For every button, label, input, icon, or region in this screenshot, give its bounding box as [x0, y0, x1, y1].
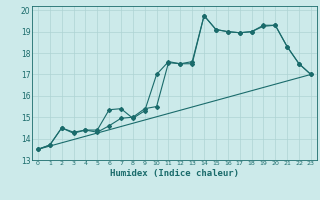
- X-axis label: Humidex (Indice chaleur): Humidex (Indice chaleur): [110, 169, 239, 178]
